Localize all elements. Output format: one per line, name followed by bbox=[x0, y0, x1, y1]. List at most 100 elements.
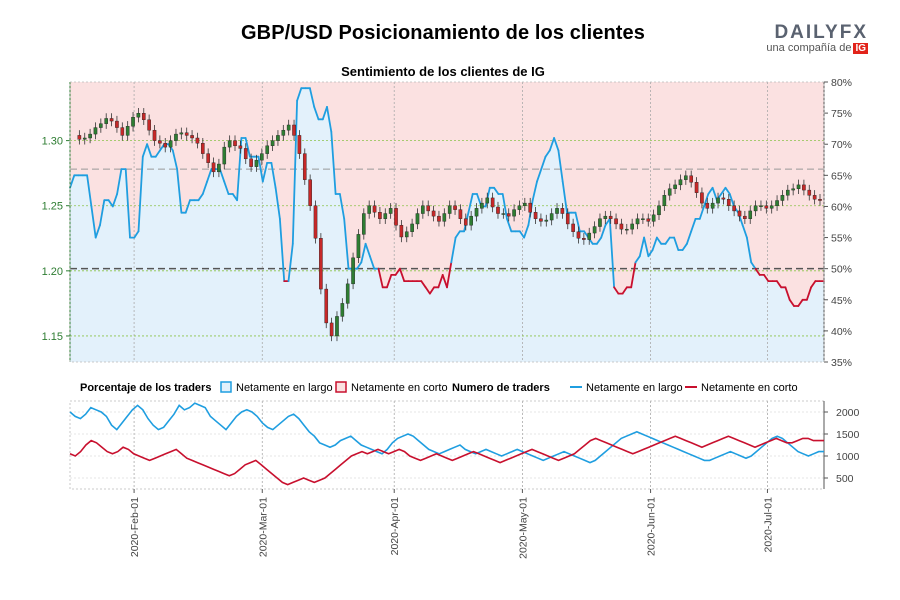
candle-body-138 bbox=[812, 195, 817, 200]
pct-tick-label: 70% bbox=[831, 139, 852, 151]
candle-body-77 bbox=[485, 197, 490, 204]
sentiment-segment-52 bbox=[291, 99, 299, 245]
sentiment-segment-13 bbox=[124, 168, 131, 239]
candle-body-130 bbox=[769, 205, 774, 209]
sentiment-segment-18 bbox=[146, 143, 153, 158]
sentiment-segment-149 bbox=[707, 186, 714, 195]
sentiment-segment-134 bbox=[643, 236, 650, 258]
candle-body-120 bbox=[716, 197, 720, 204]
candle-body-114 bbox=[684, 175, 688, 180]
sentiment-segment-16 bbox=[137, 155, 144, 233]
sentiment-segment-127 bbox=[613, 286, 620, 295]
sentiment-segment-51 bbox=[287, 242, 294, 283]
candle-body-54 bbox=[362, 213, 366, 235]
candle-body-35 bbox=[260, 153, 264, 161]
sentiment-segment-153 bbox=[724, 186, 731, 195]
sentiment-segment-69 bbox=[364, 242, 371, 258]
sentiment-segment-15 bbox=[133, 230, 140, 239]
pct-tick-label: 40% bbox=[831, 326, 852, 338]
price-tick-label: 1.30 bbox=[42, 136, 63, 148]
sentiment-segment-147 bbox=[698, 205, 705, 220]
candle-body-116 bbox=[694, 182, 699, 193]
sentiment-segment-27 bbox=[184, 199, 191, 214]
date-tick-label: 2020-Mar-01 bbox=[257, 497, 269, 557]
sentiment-segment-114 bbox=[557, 149, 564, 183]
candle-body-18 bbox=[168, 140, 173, 148]
sentiment-segment-167 bbox=[784, 286, 791, 301]
sentiment-segment-77 bbox=[398, 267, 406, 283]
candle-body-64 bbox=[415, 213, 420, 225]
sentiment-segment-0 bbox=[69, 174, 76, 189]
candle-body-137 bbox=[807, 189, 812, 196]
sentiment-segment-154 bbox=[728, 193, 735, 208]
legend-row: Porcentaje de los traders Netamente en l… bbox=[80, 381, 798, 394]
candle-body-135 bbox=[796, 184, 801, 189]
sentiment-segment-129 bbox=[621, 286, 628, 295]
candle-body-79 bbox=[496, 206, 500, 214]
candle-body-136 bbox=[802, 184, 806, 191]
logo-brand: DAILYFX bbox=[774, 22, 868, 43]
legend-num-long: Netamente en largo bbox=[586, 382, 683, 394]
sentiment-segment-83 bbox=[424, 286, 431, 295]
candle-body-10 bbox=[125, 126, 130, 136]
candle-body-4 bbox=[93, 127, 98, 135]
sentiment-segment-4 bbox=[86, 174, 93, 208]
sentiment-segment-5 bbox=[90, 205, 97, 239]
sentiment-segment-61 bbox=[330, 130, 337, 195]
sentiment-segment-17 bbox=[141, 143, 149, 158]
sentiment-segment-150 bbox=[711, 186, 718, 202]
candle-body-117 bbox=[700, 192, 704, 204]
candle-body-56 bbox=[372, 205, 377, 213]
candle-body-72 bbox=[458, 209, 463, 219]
sentiment-segment-170 bbox=[797, 298, 804, 307]
candle-body-45 bbox=[313, 205, 318, 239]
candle-body-15 bbox=[152, 129, 157, 141]
candle-body-40 bbox=[286, 124, 291, 131]
sentiment-segment-99 bbox=[493, 186, 500, 195]
candle-body-26 bbox=[211, 162, 216, 173]
sentiment-segment-72 bbox=[377, 267, 384, 289]
candle-body-133 bbox=[785, 189, 790, 196]
sentiment-segment-135 bbox=[647, 249, 654, 258]
candle-body-12 bbox=[136, 113, 141, 118]
candle-body-34 bbox=[254, 159, 259, 167]
candle-body-127 bbox=[753, 205, 758, 212]
candle-body-81 bbox=[506, 213, 511, 217]
candle-body-99 bbox=[603, 215, 608, 219]
candle-body-23 bbox=[195, 137, 200, 144]
candle-body-28 bbox=[222, 146, 227, 165]
candle-body-46 bbox=[319, 238, 323, 290]
candle-body-82 bbox=[512, 209, 516, 217]
sentiment-segment-144 bbox=[686, 230, 693, 245]
sentiment-segment-113 bbox=[553, 137, 560, 152]
candle-body-50 bbox=[340, 303, 345, 317]
sentiment-segment-60 bbox=[326, 106, 333, 133]
candle-body-108 bbox=[651, 214, 656, 222]
candle-body-67 bbox=[431, 210, 436, 217]
candle-body-74 bbox=[469, 215, 473, 226]
legend-num-heading: Numero de traders bbox=[452, 382, 550, 394]
candle-body-129 bbox=[764, 205, 769, 209]
pct-tick-label: 55% bbox=[831, 233, 852, 245]
candle-body-109 bbox=[657, 205, 661, 216]
price-tick-label: 1.15 bbox=[42, 331, 63, 343]
candle-body-44 bbox=[308, 179, 312, 206]
candle-body-42 bbox=[297, 135, 302, 154]
main-panel: 1.30 1.25 1.20 1.15 80% 75% 70% 65% 60% 55% 50% 45%… bbox=[42, 77, 852, 369]
candle-body-95 bbox=[582, 238, 586, 240]
sentiment-segment-49 bbox=[278, 217, 286, 283]
sentiment-segment-112 bbox=[548, 137, 555, 152]
sentiment-segment-143 bbox=[681, 242, 688, 251]
candle-body-2 bbox=[82, 137, 87, 140]
sentiment-segment-88 bbox=[446, 261, 453, 289]
sentiment-segment-57 bbox=[313, 106, 320, 121]
sentiment-segment-145 bbox=[690, 217, 697, 233]
sentiment-segment-93 bbox=[467, 193, 474, 214]
date-tick-label: 2020-Feb-01 bbox=[129, 497, 141, 557]
candle-body-9 bbox=[120, 127, 125, 136]
candle-body-123 bbox=[732, 205, 736, 212]
pct-tick-label: 60% bbox=[831, 201, 852, 213]
candle-body-63 bbox=[410, 223, 414, 232]
sentiment-segment-108 bbox=[531, 180, 538, 202]
